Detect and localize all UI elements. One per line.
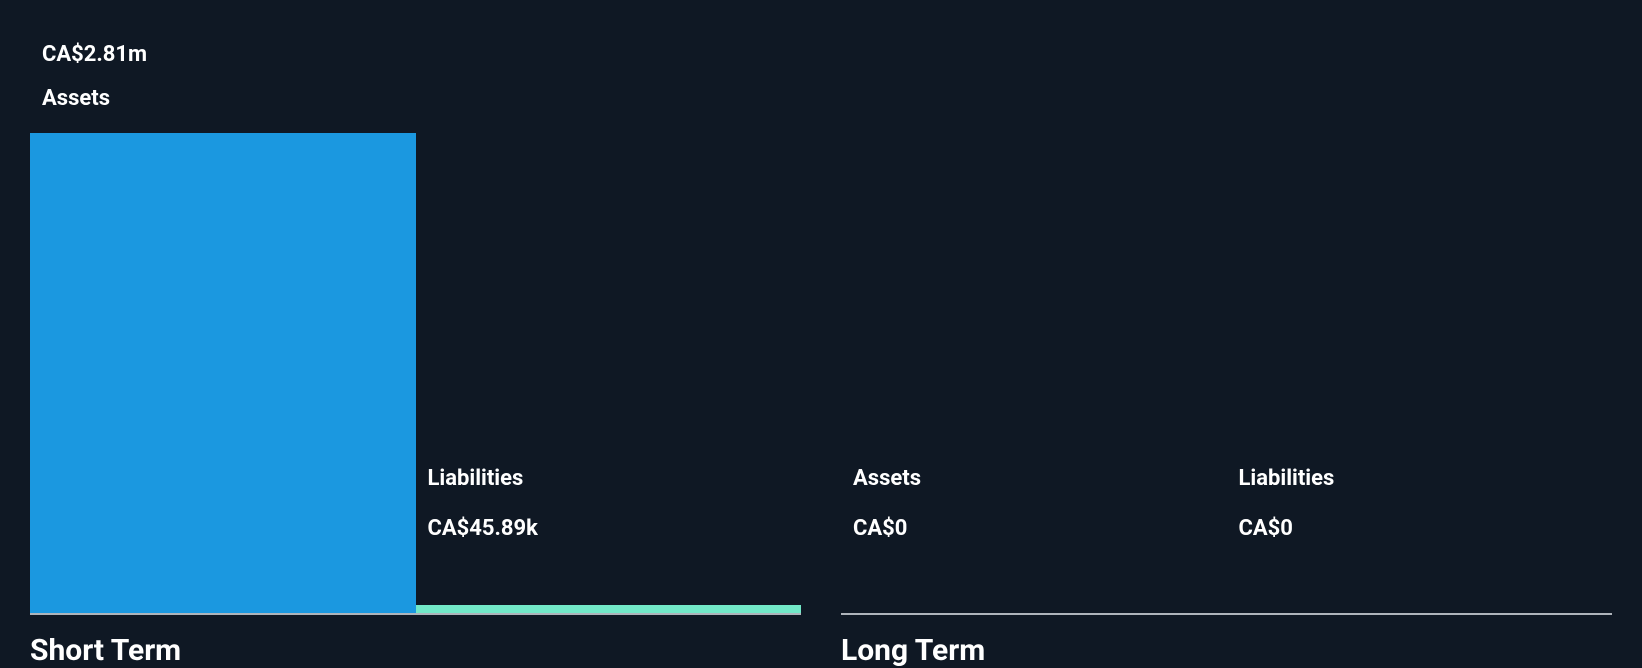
bar-short-term-liabilities [416, 605, 802, 613]
value-label-long-term-liabilities: CA$0 [1239, 516, 1293, 541]
bar-slot-short-term-assets: CA$2.81m Assets [30, 0, 416, 613]
value-label-short-term-assets: CA$2.81m [42, 42, 147, 67]
panels-container: CA$2.81m Assets CA$45.89k Liabilities Sh… [0, 0, 1642, 668]
bar-slot-long-term-liabilities: CA$0 Liabilities [1227, 0, 1613, 613]
bars-short-term: CA$2.81m Assets CA$45.89k Liabilities [30, 0, 801, 613]
bar-slot-long-term-assets: CA$0 Assets [841, 0, 1227, 613]
panel-title-short-term: Short Term [30, 633, 801, 668]
chart-area-short-term: CA$2.81m Assets CA$45.89k Liabilities [30, 0, 801, 615]
baseline-long-term [841, 613, 1612, 615]
value-label-long-term-assets: CA$0 [853, 516, 907, 541]
bar-short-term-assets [30, 133, 416, 613]
bar-slot-short-term-liabilities: CA$45.89k Liabilities [416, 0, 802, 613]
panel-short-term: CA$2.81m Assets CA$45.89k Liabilities Sh… [30, 0, 801, 668]
series-label-short-term-assets: Assets [42, 86, 110, 111]
series-label-long-term-assets: Assets [853, 466, 921, 491]
baseline-short-term [30, 613, 801, 615]
series-label-long-term-liabilities: Liabilities [1239, 466, 1335, 491]
value-label-short-term-liabilities: CA$45.89k [428, 516, 538, 541]
panel-title-long-term: Long Term [841, 633, 1612, 668]
bars-long-term: CA$0 Assets CA$0 Liabilities [841, 0, 1612, 613]
chart-area-long-term: CA$0 Assets CA$0 Liabilities [841, 0, 1612, 615]
panel-long-term: CA$0 Assets CA$0 Liabilities Long Term [841, 0, 1612, 668]
series-label-short-term-liabilities: Liabilities [428, 466, 524, 491]
